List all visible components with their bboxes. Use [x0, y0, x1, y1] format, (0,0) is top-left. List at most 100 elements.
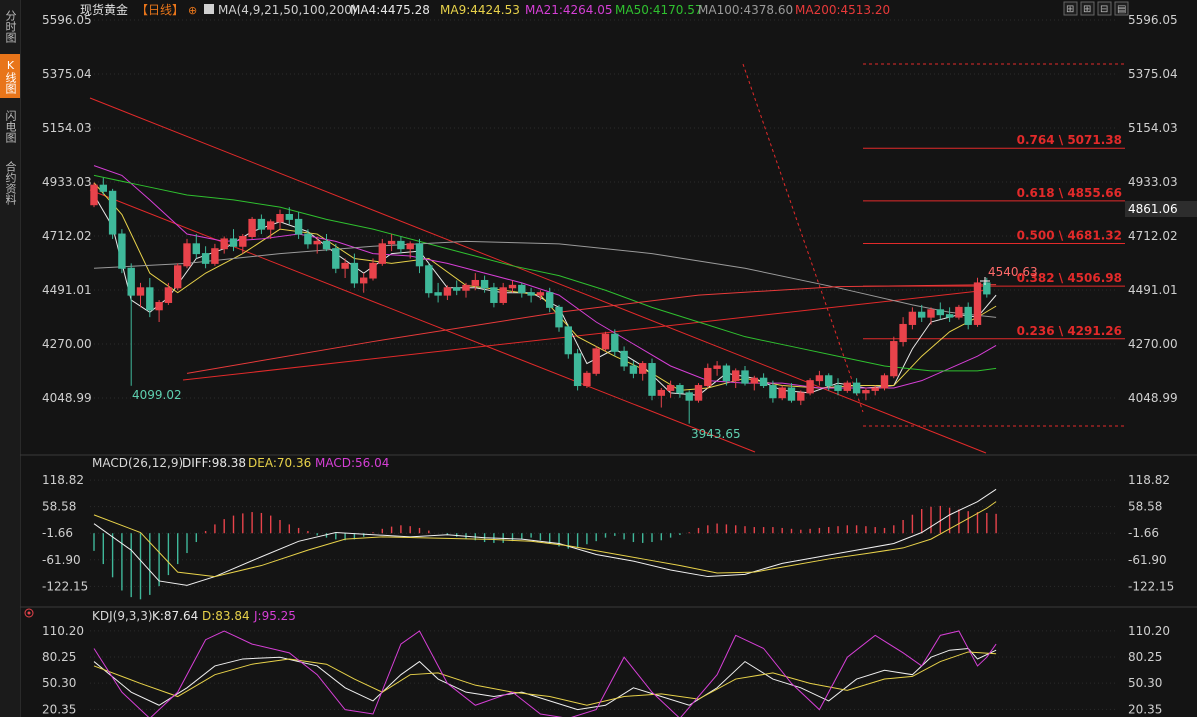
candle[interactable]	[192, 234, 201, 259]
candle[interactable]	[508, 280, 517, 293]
candle[interactable]	[890, 336, 898, 379]
candle[interactable]	[313, 236, 321, 254]
candle[interactable]	[146, 278, 154, 318]
candle[interactable]	[722, 363, 731, 386]
candle[interactable]	[927, 307, 935, 325]
candle[interactable]	[620, 346, 628, 371]
candle[interactable]	[499, 282, 507, 305]
candle[interactable]	[397, 236, 405, 254]
candle[interactable]	[573, 348, 582, 391]
candle[interactable]	[406, 241, 414, 259]
candle[interactable]	[676, 383, 684, 398]
candle[interactable]	[639, 361, 647, 381]
tab-flash-chart[interactable]: 闪电图	[4, 109, 17, 143]
candle[interactable]	[369, 258, 377, 281]
candle[interactable]	[304, 229, 312, 249]
candle[interactable]	[862, 387, 870, 401]
candle[interactable]	[694, 383, 703, 403]
candle[interactable]	[787, 383, 796, 403]
tab-kline[interactable]: K线图	[0, 54, 20, 98]
candle[interactable]	[852, 378, 861, 396]
candle[interactable]	[480, 275, 489, 293]
candle[interactable]	[341, 258, 349, 279]
candle[interactable]	[99, 177, 107, 195]
candle[interactable]	[955, 304, 963, 320]
zoom-in-icon[interactable]	[1080, 1, 1095, 16]
candle[interactable]	[704, 363, 712, 388]
candle[interactable]	[164, 282, 173, 305]
candle[interactable]	[425, 263, 433, 298]
candle[interactable]	[174, 263, 182, 291]
candle[interactable]	[825, 373, 833, 391]
candle[interactable]	[183, 238, 191, 269]
candle[interactable]	[276, 209, 284, 230]
candle[interactable]	[108, 188, 117, 239]
candle[interactable]	[127, 263, 135, 386]
candle[interactable]	[294, 212, 303, 239]
candle[interactable]	[611, 329, 619, 357]
candle[interactable]	[248, 216, 256, 239]
candle[interactable]	[564, 324, 572, 359]
candle[interactable]	[843, 380, 851, 393]
candle[interactable]	[945, 307, 954, 323]
candle[interactable]	[797, 390, 805, 406]
candle[interactable]	[601, 331, 610, 352]
candle[interactable]	[685, 390, 693, 424]
candle[interactable]	[973, 277, 982, 327]
candle[interactable]	[732, 368, 740, 388]
candle[interactable]	[220, 236, 228, 254]
candle[interactable]	[964, 302, 972, 330]
tab-contract-info[interactable]: 合约资料	[4, 161, 17, 205]
tab-timeshare[interactable]: 分时图	[4, 9, 17, 43]
candle[interactable]	[741, 365, 749, 386]
candle[interactable]	[350, 253, 359, 288]
candle[interactable]	[834, 378, 842, 396]
candle[interactable]	[815, 370, 824, 386]
candle[interactable]	[415, 238, 424, 274]
fib-trend-dashed[interactable]	[742, 63, 864, 413]
candle[interactable]	[778, 385, 786, 401]
candle[interactable]	[871, 385, 879, 396]
candle[interactable]	[750, 375, 758, 391]
candle[interactable]	[666, 380, 675, 398]
candle[interactable]	[592, 346, 600, 376]
candle[interactable]	[918, 304, 926, 323]
candle[interactable]	[899, 317, 907, 347]
candle[interactable]	[211, 243, 219, 266]
settings-icon[interactable]: ⊕	[188, 4, 197, 17]
candle[interactable]	[936, 302, 944, 320]
candle[interactable]	[267, 219, 275, 239]
candle[interactable]	[806, 378, 814, 396]
candle[interactable]	[555, 304, 563, 332]
candle[interactable]	[629, 361, 638, 379]
more-icon[interactable]	[1114, 1, 1129, 16]
trend-line-lower[interactable]	[89, 189, 756, 453]
candle[interactable]	[713, 361, 721, 376]
candle[interactable]	[443, 285, 452, 301]
candle[interactable]	[201, 246, 210, 269]
candle[interactable]	[285, 207, 294, 225]
candle[interactable]	[527, 287, 535, 303]
candle[interactable]	[136, 282, 145, 308]
candle[interactable]	[546, 287, 554, 313]
candle[interactable]	[462, 282, 470, 298]
candle[interactable]	[583, 370, 591, 388]
candle[interactable]	[908, 307, 917, 330]
trend-line-rising[interactable]	[182, 289, 989, 381]
kline-chart[interactable]: 现货黄金 【日线】 ⊕ MA(4,9,21,50,100,200) MA4:44…	[20, 0, 1197, 717]
candle[interactable]	[536, 290, 545, 301]
zoom-out-icon[interactable]	[1097, 1, 1112, 16]
candle[interactable]	[471, 273, 480, 291]
candle[interactable]	[657, 387, 665, 408]
candle[interactable]	[490, 282, 498, 308]
candle[interactable]	[387, 234, 396, 252]
indicator-settings-icon[interactable]	[24, 608, 34, 618]
candle[interactable]	[769, 380, 777, 403]
trend-line-upper[interactable]	[89, 97, 987, 454]
candle[interactable]	[759, 373, 768, 388]
candle[interactable]	[90, 182, 98, 208]
candle[interactable]	[453, 280, 461, 296]
candle[interactable]	[360, 273, 368, 293]
candle[interactable]	[322, 234, 331, 252]
candle[interactable]	[378, 238, 387, 266]
